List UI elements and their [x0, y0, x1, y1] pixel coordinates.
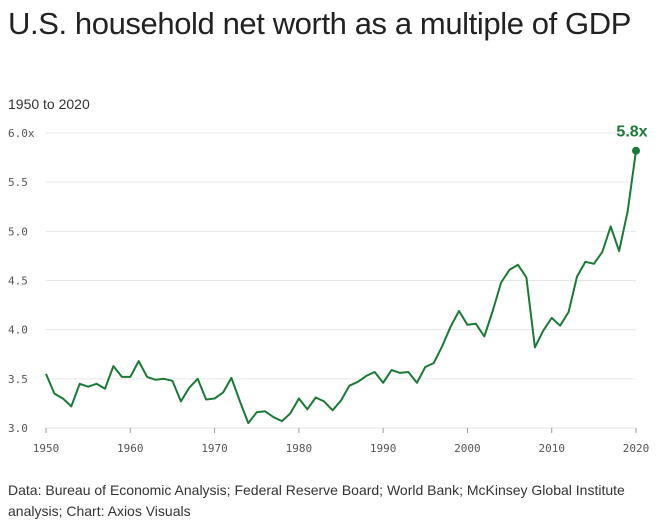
- x-tick-label: 1950: [33, 442, 60, 455]
- y-tick-label: 4.0: [8, 324, 28, 337]
- y-tick-label: 3.5: [8, 373, 28, 386]
- x-tick-label: 2020: [623, 442, 650, 455]
- x-tick-label: 1990: [370, 442, 397, 455]
- endpoint-marker: [632, 146, 640, 155]
- series-line: [45, 150, 637, 425]
- line-chart: 3.03.54.04.55.05.56.0x 1950 1960 1970 1980 1…: [8, 124, 650, 455]
- y-tick-label: 6.0x: [8, 127, 35, 140]
- endpoint-label: 5.8x: [616, 124, 647, 141]
- y-axis-ticks: 3.0 3.5 4.0 4.5 5.0 5.5 6.0x: [8, 127, 35, 435]
- chart-title: U.S. household net worth as a multiple o…: [8, 6, 631, 41]
- x-tick-label: 1980: [286, 442, 313, 455]
- y-tick-label: 5.5: [8, 176, 28, 189]
- chart-subtitle: 1950 to 2020: [8, 96, 90, 112]
- y-tick-label: 3.0: [8, 422, 28, 435]
- y-tick-label: 4.5: [8, 275, 28, 288]
- x-tick-label: 2010: [538, 442, 565, 455]
- x-tick-label: 2000: [454, 442, 481, 455]
- x-tick-label: 1960: [117, 442, 144, 455]
- y-tick-label: 5.0: [8, 225, 28, 238]
- x-tick-label: 1970: [201, 442, 228, 455]
- x-axis-ticks: 1950 1960 1970 1980 1990 2000 2010 2020: [33, 428, 650, 455]
- annotation-layer: 5.8x: [616, 124, 648, 155]
- series-layer: [45, 150, 637, 425]
- source-note: Data: Bureau of Economic Analysis; Feder…: [8, 482, 625, 519]
- grid-lines: [46, 132, 636, 429]
